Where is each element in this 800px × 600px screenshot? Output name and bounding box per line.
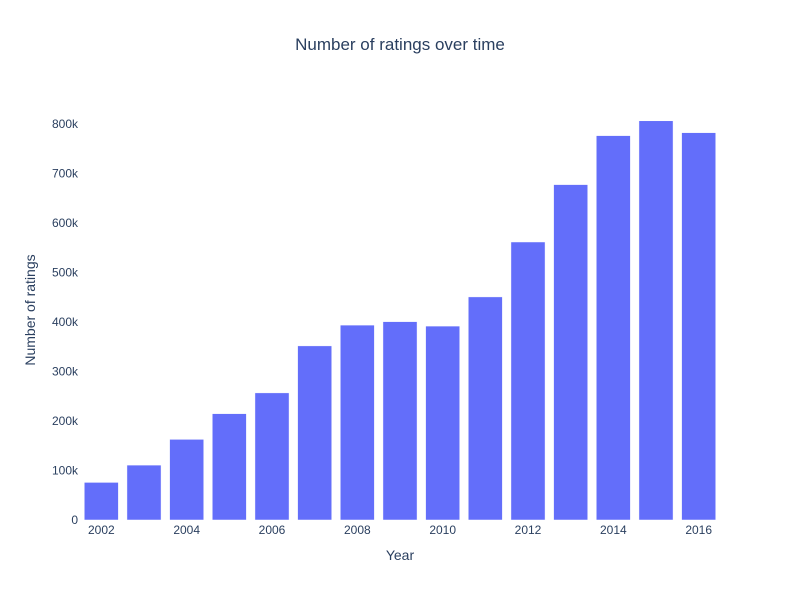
y-tick-label: 500k <box>52 266 79 280</box>
y-tick-label: 400k <box>52 315 79 329</box>
bar-2002 <box>84 482 119 521</box>
y-axis-title: Number of ratings <box>22 254 38 365</box>
bar-2012 <box>510 241 546 521</box>
x-tick-label: 2006 <box>259 523 286 537</box>
y-tick-label: 100k <box>52 464 79 478</box>
bar-2015 <box>638 120 674 521</box>
bar-2003 <box>126 464 162 521</box>
x-tick-label: 2012 <box>515 523 542 537</box>
bar-2005 <box>212 413 247 521</box>
chart-title: Number of ratings over time <box>295 35 505 54</box>
bar-2010 <box>425 325 460 521</box>
y-tick-label: 300k <box>52 365 79 379</box>
bars-group <box>84 120 716 521</box>
x-axis-title: Year <box>386 547 415 563</box>
y-tick-label: 0 <box>71 513 78 527</box>
y-tick-label: 600k <box>52 216 79 230</box>
bar-2016 <box>681 132 716 521</box>
y-tick-label: 700k <box>52 167 79 181</box>
bar-2004 <box>169 439 204 521</box>
x-tick-label: 2016 <box>685 523 712 537</box>
bar-2013 <box>553 184 588 521</box>
bar-2011 <box>468 296 503 521</box>
y-tick-label: 200k <box>52 414 79 428</box>
bar-2007 <box>297 345 332 521</box>
y-axis-ticks: 0 100k 200k 300k 400k 500k 600k 700k 800k <box>52 117 79 527</box>
x-tick-label: 2010 <box>429 523 456 537</box>
bar-2009 <box>382 321 418 521</box>
x-tick-label: 2014 <box>600 523 627 537</box>
bar-2014 <box>596 135 631 521</box>
x-tick-label: 2002 <box>88 523 115 537</box>
bar-2008 <box>340 324 375 521</box>
x-tick-label: 2004 <box>173 523 200 537</box>
x-axis-ticks: 2002 2004 2006 2008 2010 2012 2014 2016 <box>88 523 712 537</box>
y-tick-label: 800k <box>52 117 79 131</box>
x-tick-label: 2008 <box>344 523 371 537</box>
bar-2006 <box>254 392 290 521</box>
